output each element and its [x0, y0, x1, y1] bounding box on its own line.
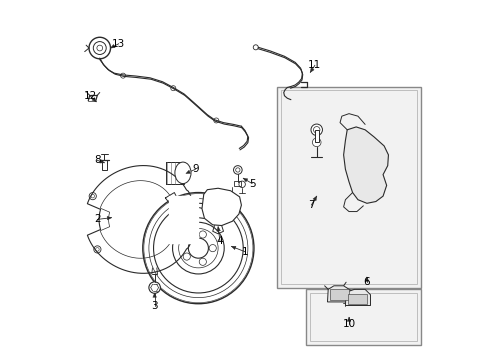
Polygon shape: [347, 317, 351, 321]
Bar: [348, 294, 367, 304]
Polygon shape: [111, 44, 115, 48]
Text: 9: 9: [192, 164, 199, 174]
Text: 3: 3: [151, 301, 158, 311]
Bar: [166, 162, 184, 184]
Polygon shape: [243, 178, 248, 182]
Text: 11: 11: [308, 60, 321, 70]
Polygon shape: [100, 160, 104, 163]
Polygon shape: [313, 196, 317, 201]
Bar: [101, 160, 107, 170]
Polygon shape: [202, 188, 242, 226]
Polygon shape: [186, 170, 191, 174]
Circle shape: [146, 260, 153, 267]
Polygon shape: [310, 68, 314, 72]
Bar: [310, 293, 417, 341]
Text: 5: 5: [249, 179, 255, 189]
Polygon shape: [345, 289, 370, 306]
Circle shape: [199, 258, 206, 265]
Text: 13: 13: [112, 39, 125, 49]
Polygon shape: [365, 277, 368, 281]
Text: 4: 4: [217, 236, 223, 246]
Circle shape: [209, 244, 216, 252]
Circle shape: [313, 138, 321, 147]
Polygon shape: [87, 166, 196, 273]
Polygon shape: [231, 246, 236, 249]
Text: 12: 12: [83, 91, 97, 101]
Polygon shape: [92, 98, 96, 102]
Circle shape: [183, 236, 190, 243]
Text: 6: 6: [364, 277, 370, 287]
Polygon shape: [107, 216, 112, 220]
Bar: [234, 181, 242, 186]
Text: 2: 2: [94, 215, 100, 224]
Polygon shape: [217, 226, 220, 231]
Circle shape: [223, 200, 234, 211]
Text: 7: 7: [308, 200, 315, 210]
Polygon shape: [343, 127, 389, 203]
Text: 1: 1: [242, 247, 248, 257]
Circle shape: [210, 201, 223, 213]
Circle shape: [311, 124, 322, 135]
Circle shape: [199, 231, 206, 238]
Circle shape: [149, 282, 160, 293]
Circle shape: [143, 193, 254, 304]
Circle shape: [94, 246, 101, 253]
Text: 8: 8: [94, 155, 100, 165]
Text: 10: 10: [343, 319, 356, 329]
Circle shape: [89, 193, 97, 200]
Circle shape: [183, 253, 190, 260]
Bar: [330, 289, 349, 300]
Ellipse shape: [175, 162, 191, 184]
Bar: [315, 130, 319, 142]
Polygon shape: [327, 286, 351, 302]
Bar: [281, 90, 417, 284]
Bar: [306, 289, 421, 345]
Bar: [277, 87, 421, 288]
Polygon shape: [153, 293, 156, 297]
Circle shape: [172, 222, 224, 274]
Circle shape: [359, 152, 379, 172]
